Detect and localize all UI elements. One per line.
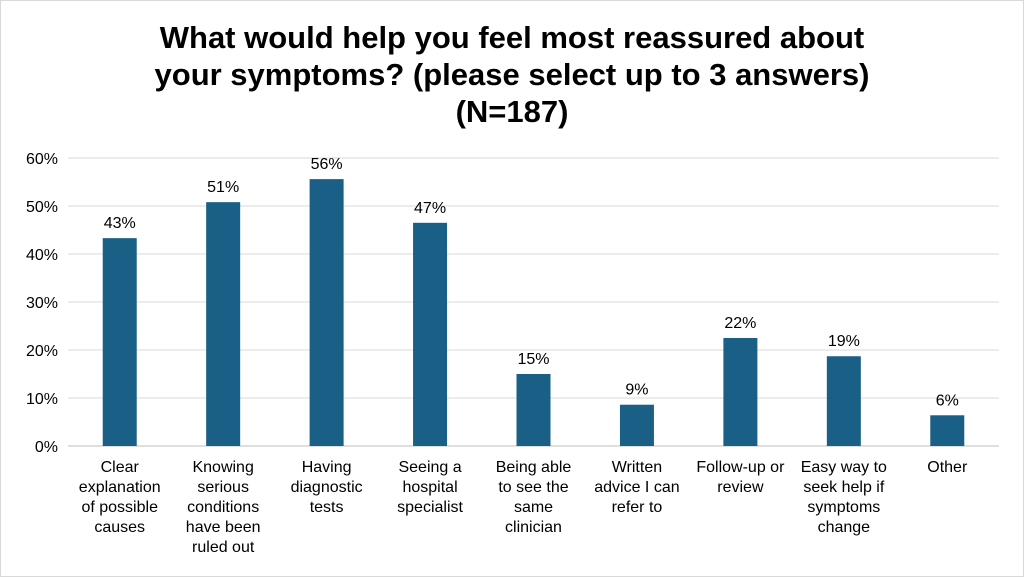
chart-title-line: your symptoms? (please select up to 3 an… [154, 57, 870, 92]
data-label: 15% [517, 351, 549, 368]
bar [930, 415, 965, 446]
data-label: 6% [936, 392, 959, 409]
category-label: to see the [498, 479, 568, 496]
y-tick-label: 10% [26, 391, 58, 408]
category-label: ruled out [192, 539, 255, 556]
category-label: of possible [81, 499, 158, 516]
category-label: Other [927, 459, 968, 476]
data-label: 56% [311, 156, 343, 173]
category-label: Knowing [192, 459, 253, 476]
category-label: Clear [101, 459, 140, 476]
category-label: conditions [187, 499, 259, 516]
bar [723, 338, 758, 446]
y-tick-label: 50% [26, 199, 58, 216]
data-label: 51% [207, 179, 239, 196]
category-label: clinician [505, 519, 562, 536]
category-label: explanation [79, 479, 161, 496]
y-tick-label: 30% [26, 295, 58, 312]
category-label: review [717, 479, 764, 496]
category-label: advice I can [594, 479, 679, 496]
bar [413, 222, 448, 446]
data-label: 43% [104, 215, 136, 232]
category-label: Being able [496, 459, 572, 476]
bar [206, 202, 241, 446]
category-label: Having [302, 459, 352, 476]
category-label: Follow-up or [696, 459, 785, 476]
chart-title-line: (N=187) [455, 94, 569, 129]
category-label: Easy way to [801, 459, 887, 476]
category-label: causes [94, 519, 145, 536]
y-tick-label: 60% [26, 151, 58, 168]
data-label: 9% [625, 382, 648, 399]
category-label: specialist [397, 499, 463, 516]
category-label: Seeing a [398, 459, 461, 476]
bar [826, 356, 861, 446]
bar [516, 374, 551, 446]
data-label: 19% [828, 333, 860, 350]
bar [309, 179, 344, 446]
category-label: tests [310, 499, 344, 516]
bar [619, 404, 654, 446]
category-label: change [818, 519, 871, 536]
category-label: seek help if [803, 479, 884, 496]
data-label: 47% [414, 200, 446, 217]
data-label: 22% [724, 315, 756, 332]
chart-title-line: What would help you feel most reassured … [159, 20, 865, 55]
y-tick-label: 0% [35, 439, 58, 456]
y-tick-label: 20% [26, 343, 58, 360]
category-label: hospital [402, 479, 457, 496]
y-tick-label: 40% [26, 247, 58, 264]
chart-title: What would help you feel most reassured … [1, 19, 1023, 130]
category-label: Written [612, 459, 662, 476]
category-label: have been [186, 519, 261, 536]
category-label: refer to [612, 499, 663, 516]
category-label: symptoms [807, 499, 880, 516]
category-label: diagnostic [291, 479, 363, 496]
category-label: serious [197, 479, 249, 496]
category-label: same [514, 499, 553, 516]
bar [102, 238, 137, 446]
